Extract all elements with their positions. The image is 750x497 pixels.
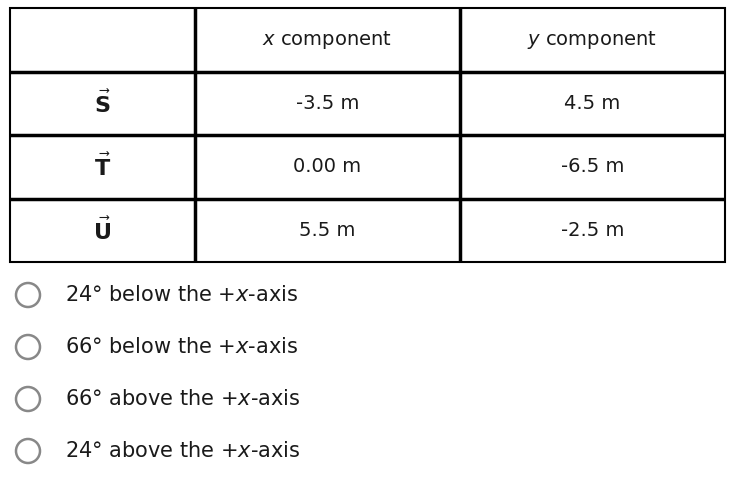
Text: -6.5 m: -6.5 m (561, 157, 624, 176)
Text: $\vec{\mathbf{U}}$: $\vec{\mathbf{U}}$ (93, 217, 112, 244)
Text: 4.5 m: 4.5 m (564, 94, 621, 113)
Text: 66° above the +$x$-axis: 66° above the +$x$-axis (65, 389, 300, 409)
Text: $\vec{\mathbf{S}}$: $\vec{\mathbf{S}}$ (94, 89, 111, 117)
Text: $\vec{\mathbf{T}}$: $\vec{\mathbf{T}}$ (94, 153, 111, 180)
Text: $x$ component: $x$ component (262, 29, 392, 51)
Text: 5.5 m: 5.5 m (299, 221, 355, 240)
Text: 0.00 m: 0.00 m (293, 157, 362, 176)
Text: -3.5 m: -3.5 m (296, 94, 359, 113)
Bar (10, 8, 725, 262)
Text: -2.5 m: -2.5 m (561, 221, 624, 240)
Text: 24° below the +$x$-axis: 24° below the +$x$-axis (65, 285, 298, 305)
Text: 66° below the +$x$-axis: 66° below the +$x$-axis (65, 337, 298, 357)
Text: 24° above the +$x$-axis: 24° above the +$x$-axis (65, 441, 300, 461)
Text: $y$ component: $y$ component (527, 29, 658, 51)
